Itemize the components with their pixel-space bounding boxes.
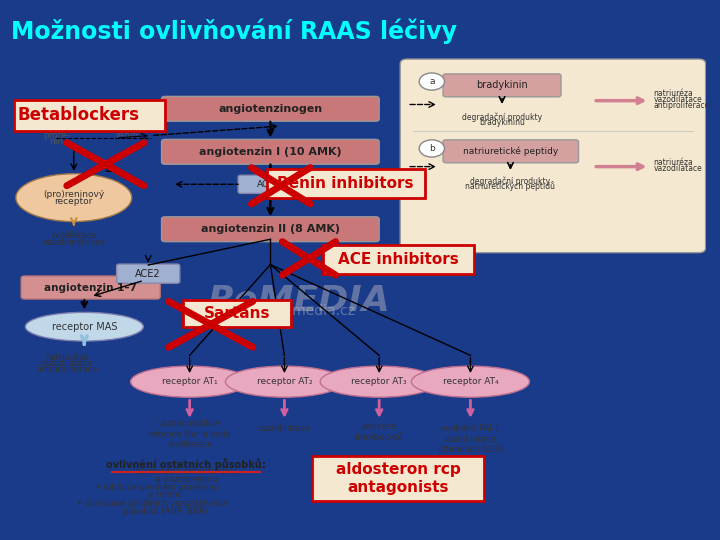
FancyBboxPatch shape [161, 139, 379, 164]
FancyBboxPatch shape [267, 169, 425, 198]
Text: angiotenzin II (8 AMK): angiotenzin II (8 AMK) [201, 224, 340, 234]
Ellipse shape [411, 366, 529, 397]
FancyBboxPatch shape [400, 59, 706, 253]
Text: proliferace: proliferace [51, 232, 96, 240]
Text: www.remedia.cz: www.remedia.cz [241, 304, 356, 318]
Text: aktivace
trombocytů: aktivace trombocytů [355, 422, 403, 442]
Text: • inhibice uvolnění proreninu: • inhibice uvolnění proreninu [96, 483, 220, 492]
Text: natriuretické peptidy: natriuretické peptidy [463, 146, 558, 156]
Text: a: a [429, 77, 435, 86]
Text: Možnosti ovlivňování RAAS léčivy: Možnosti ovlivňování RAAS léčivy [12, 18, 457, 44]
Text: receptor: receptor [55, 197, 93, 206]
Text: b: b [429, 144, 435, 153]
FancyBboxPatch shape [323, 246, 474, 274]
Text: bradykinin: bradykinin [476, 80, 528, 90]
FancyBboxPatch shape [21, 276, 160, 299]
Text: angiotenzin I (10 AMK): angiotenzin I (10 AMK) [199, 147, 342, 157]
FancyBboxPatch shape [443, 140, 579, 163]
Text: degradační produkty: degradační produkty [462, 113, 542, 122]
Text: vazodilatace: vazodilatace [654, 95, 703, 104]
Text: angiotenzin 1–7: angiotenzin 1–7 [44, 282, 137, 293]
Text: natriuréza: natriuréza [654, 90, 693, 98]
Circle shape [419, 140, 444, 157]
Text: receptor AT₄: receptor AT₄ [443, 377, 498, 386]
Text: ACE: ACE [256, 180, 274, 189]
FancyBboxPatch shape [161, 217, 379, 241]
Text: Betablockers: Betablockers [18, 106, 140, 125]
Text: vazokonstrikce: vazokonstrikce [42, 238, 105, 247]
Text: ACE inhibitors: ACE inhibitors [338, 252, 459, 267]
Text: angiotenzinogen: angiotenzinogen [218, 104, 323, 114]
Text: ACE2: ACE2 [135, 269, 161, 279]
Text: nin: nin [49, 137, 63, 146]
FancyBboxPatch shape [183, 300, 292, 327]
FancyBboxPatch shape [14, 100, 165, 131]
Text: degradační produkty: degradační produkty [470, 176, 551, 186]
Text: renin: renin [114, 131, 138, 140]
Text: Renin inhibitors: Renin inhibitors [277, 176, 414, 191]
Ellipse shape [320, 366, 438, 397]
Text: receptor AT₁: receptor AT₁ [162, 377, 217, 386]
Ellipse shape [25, 312, 143, 341]
Ellipse shape [16, 174, 132, 221]
Text: natriuréza: natriuréza [45, 353, 89, 362]
Ellipse shape [130, 366, 248, 397]
Text: antiproliferace: antiproliferace [36, 364, 97, 374]
FancyBboxPatch shape [117, 264, 180, 283]
Text: vazokonstrikce
retence Na⁺ a vody
proliferace: vazokonstrikce retence Na⁺ a vody prolif… [149, 420, 230, 449]
Text: • stimulace atriálních vazoaktivních: • stimulace atriálních vazoaktivních [77, 499, 228, 508]
Text: receptor MAS: receptor MAS [52, 322, 117, 332]
Text: vazodilatace: vazodilatace [40, 359, 94, 368]
Text: stimulace aldosteronu: stimulace aldosteronu [136, 468, 236, 476]
Text: uvolnění PAI-1
vazodilatace
(stimulací NOS): uvolnění PAI-1 vazodilatace (stimulací N… [438, 424, 503, 454]
FancyBboxPatch shape [312, 456, 485, 501]
Text: antiproliferace: antiproliferace [654, 101, 710, 110]
Circle shape [419, 73, 444, 90]
Text: ReMEDIA: ReMEDIA [207, 284, 390, 318]
Ellipse shape [225, 366, 343, 397]
FancyBboxPatch shape [443, 74, 561, 97]
Text: prore-: prore- [42, 131, 70, 140]
Text: aldosteron rcp
antagonists: aldosteron rcp antagonists [336, 462, 461, 495]
Text: a vazopresinu: a vazopresinu [155, 475, 217, 484]
Text: receptor AT₂: receptor AT₂ [256, 377, 312, 386]
Text: ovlivnění ostatních působků:: ovlivnění ostatních působků: [106, 458, 266, 470]
Text: receptor AT₃: receptor AT₃ [351, 377, 407, 386]
Text: bradykininu: bradykininu [479, 118, 525, 127]
Text: vazodilatace: vazodilatace [654, 164, 703, 173]
FancyBboxPatch shape [238, 175, 293, 193]
Text: (pro)reninový: (pro)reninový [43, 190, 104, 199]
FancyBboxPatch shape [161, 96, 379, 121]
Text: vazodilatace: vazodilatace [258, 424, 311, 433]
Text: a reninu: a reninu [148, 490, 182, 500]
Text: natriuréza: natriuréza [654, 158, 693, 167]
Text: natriuretických peptidů: natriuretických peptidů [465, 181, 555, 191]
Text: Sartans: Sartans [204, 306, 270, 321]
Text: působků (ANP, BNP): působků (ANP, BNP) [122, 506, 207, 516]
